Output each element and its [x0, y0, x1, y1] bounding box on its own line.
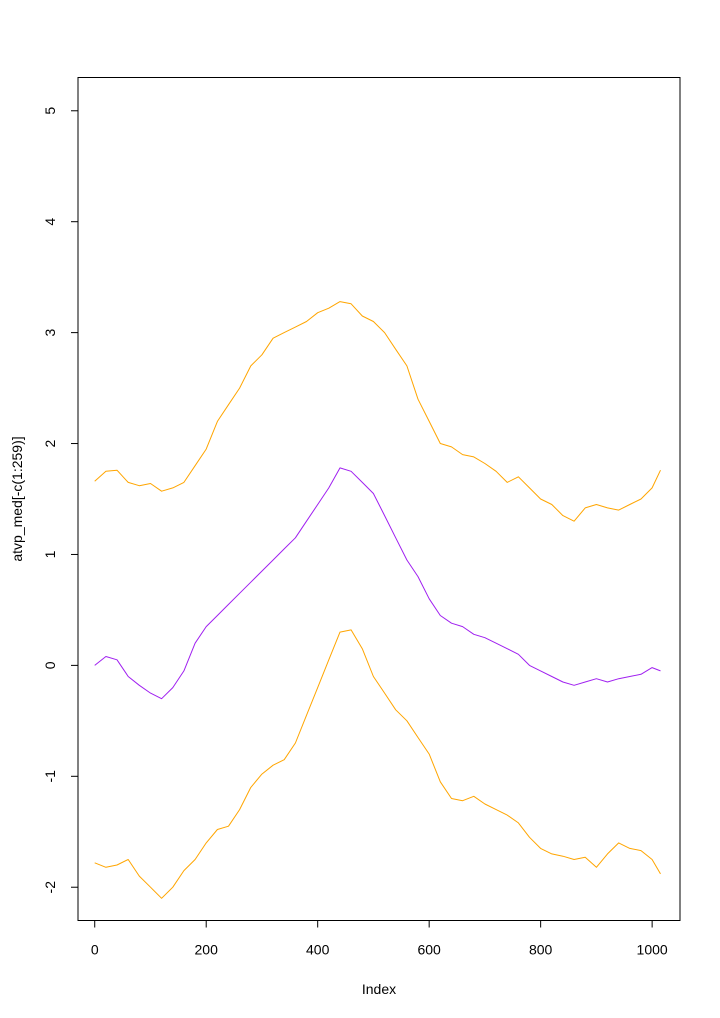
y-axis: -2 -1 0 1 2 3 4 5: [42, 107, 79, 894]
y-tick-label: 4: [42, 218, 58, 226]
x-tick-label: 400: [306, 942, 330, 958]
y-tick-label: 2: [42, 439, 58, 447]
series-layer: [94, 301, 661, 899]
x-tick-label: 200: [195, 942, 219, 958]
series-line-1: [94, 301, 661, 522]
y-tick-label: 1: [42, 550, 58, 558]
y-tick-label: 3: [42, 329, 58, 337]
series-line-2: [94, 467, 661, 700]
y-tick-label: 5: [42, 107, 58, 115]
y-tick-label: 0: [42, 661, 58, 669]
plot-frame: [77, 77, 681, 921]
y-axis-label: atvp_med[-c(1:259)]: [9, 436, 25, 561]
y-tick-label: -1: [42, 770, 58, 783]
x-tick-label: 800: [529, 942, 553, 958]
y-tick-label: -2: [42, 881, 58, 894]
x-tick-label: 0: [91, 942, 99, 958]
x-axis-label: Index: [362, 981, 396, 997]
x-tick-label: 600: [417, 942, 441, 958]
x-tick-label: 1000: [637, 942, 668, 958]
series-line-3: [94, 629, 661, 899]
x-axis: 0 200 400 600 800 1000: [91, 920, 668, 958]
